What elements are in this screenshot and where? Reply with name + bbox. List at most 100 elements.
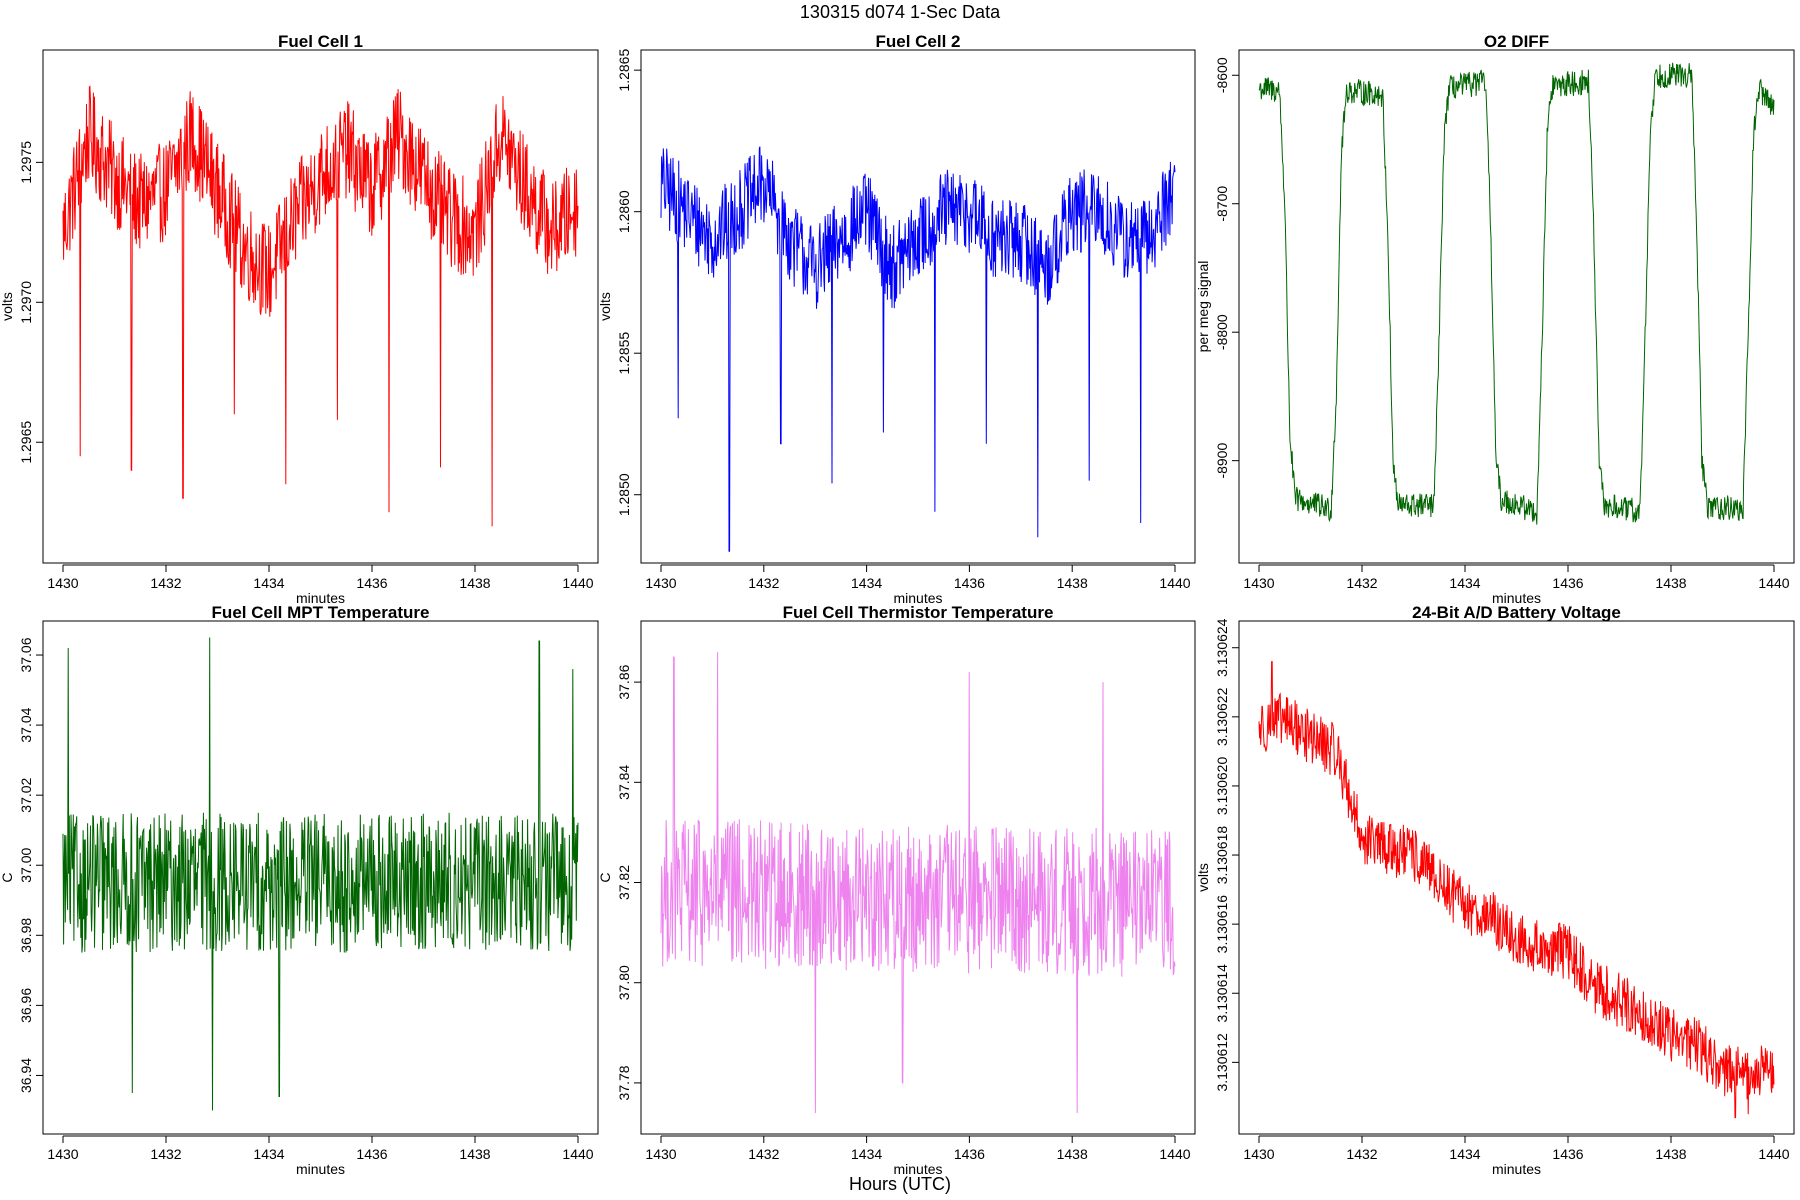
x-tick-label: 1432 xyxy=(150,575,181,591)
x-tick-label: 1432 xyxy=(1346,575,1377,591)
x-tick-label: 1434 xyxy=(851,575,882,591)
x-tick-label: 1432 xyxy=(1346,1146,1377,1162)
x-tick-label: 1440 xyxy=(562,1146,593,1162)
x-tick-label: 1432 xyxy=(748,575,779,591)
data-series-line xyxy=(660,146,1176,552)
x-tick-label: 1440 xyxy=(1159,1146,1190,1162)
x-axis-label: minutes xyxy=(296,590,345,606)
x-tick-label: 1436 xyxy=(356,1146,387,1162)
y-tick-label: 36.98 xyxy=(18,918,34,953)
y-axis-label: per meg signal xyxy=(1195,261,1211,353)
y-axis-label: C xyxy=(597,872,613,882)
x-tick-label: 1430 xyxy=(1243,575,1274,591)
chart-panel-3: O2 DIFF 1430 1432 1434 1436 1438 1440 minutes -8… xyxy=(1195,32,1795,606)
y-axis-label: volts xyxy=(0,292,15,321)
x-tick-label: 1430 xyxy=(645,1146,676,1162)
y-axis-label: volts xyxy=(1195,863,1211,892)
x-tick-label: 1436 xyxy=(954,1146,985,1162)
chart-panel-6: 24-Bit A/D Battery Voltage 1430 1432 1434 14… xyxy=(1195,603,1795,1177)
y-tick-label: 1.2855 xyxy=(616,332,632,375)
chart-title: Fuel Cell MPT Temperature xyxy=(212,603,430,622)
outer-x-axis-label: Hours (UTC) xyxy=(849,1174,951,1194)
chart-panel-2: Fuel Cell 2 1430 1432 1434 1436 1438 1440 minut… xyxy=(597,32,1196,606)
chart-title: Fuel Cell Thermistor Temperature xyxy=(783,603,1054,622)
y-tick-label: 37.80 xyxy=(616,965,632,1000)
x-axis-label: minutes xyxy=(893,1161,942,1177)
y-tick-label: 37.78 xyxy=(616,1065,632,1100)
x-tick-label: 1434 xyxy=(1449,1146,1480,1162)
y-tick-label: 37.84 xyxy=(616,765,632,800)
x-tick-label: 1440 xyxy=(562,575,593,591)
x-tick-label: 1438 xyxy=(459,1146,490,1162)
x-tick-label: 1430 xyxy=(47,1146,78,1162)
y-tick-label: 37.02 xyxy=(18,777,34,812)
data-series-line xyxy=(62,85,579,527)
y-tick-label: 3.130616 xyxy=(1214,895,1230,954)
y-tick-label: 3.130612 xyxy=(1214,1033,1230,1092)
x-tick-label: 1440 xyxy=(1758,1146,1789,1162)
plot-frame xyxy=(1238,49,1795,564)
x-axis-label: minutes xyxy=(893,590,942,606)
plot-frame xyxy=(42,49,599,564)
x-tick-label: 1436 xyxy=(954,575,985,591)
y-tick-label: 1.2970 xyxy=(18,281,34,324)
x-tick-label: 1438 xyxy=(1655,575,1686,591)
y-tick-label: 1.2865 xyxy=(616,49,632,92)
x-axis-label: minutes xyxy=(296,1161,345,1177)
y-tick-label: 37.82 xyxy=(616,865,632,900)
y-tick-label: 36.96 xyxy=(18,988,34,1023)
data-series-line xyxy=(1258,62,1775,525)
y-tick-label: 3.130620 xyxy=(1214,757,1230,816)
y-tick-label: 3.130618 xyxy=(1214,826,1230,885)
figure-title: 130315 d074 1-Sec Data xyxy=(800,2,1001,22)
y-tick-label: -8800 xyxy=(1214,314,1230,350)
chart-title: Fuel Cell 2 xyxy=(875,32,960,51)
data-series-line xyxy=(62,637,579,1111)
chart-title: 24-Bit A/D Battery Voltage xyxy=(1412,603,1621,622)
y-axis-label: volts xyxy=(597,292,613,321)
y-tick-label: 36.94 xyxy=(18,1058,34,1093)
plot-frame xyxy=(640,49,1196,564)
x-tick-label: 1434 xyxy=(1449,575,1480,591)
y-axis-label: C xyxy=(0,872,15,882)
plot-frame xyxy=(640,620,1196,1135)
x-tick-label: 1438 xyxy=(1655,1146,1686,1162)
data-series-line xyxy=(1258,661,1775,1119)
chart-panel-1: Fuel Cell 1 1430 1432 1434 1436 1438 1440 minut… xyxy=(0,32,599,606)
y-tick-label: 1.2860 xyxy=(616,190,632,233)
chart-title: O2 DIFF xyxy=(1484,32,1549,51)
y-tick-label: -8600 xyxy=(1214,57,1230,93)
x-tick-label: 1432 xyxy=(150,1146,181,1162)
chart-panels: Fuel Cell 1 1430 1432 1434 1436 1438 1440 minut… xyxy=(0,32,1795,1177)
y-tick-label: 1.2850 xyxy=(616,473,632,516)
plot-frame xyxy=(42,620,599,1135)
x-tick-label: 1434 xyxy=(253,1146,284,1162)
y-tick-label: 37.04 xyxy=(18,707,34,742)
chart-title: Fuel Cell 1 xyxy=(278,32,363,51)
x-tick-label: 1438 xyxy=(1057,1146,1088,1162)
x-tick-label: 1434 xyxy=(851,1146,882,1162)
y-tick-label: 37.86 xyxy=(616,664,632,699)
x-tick-label: 1430 xyxy=(1243,1146,1274,1162)
y-tick-label: 1.2965 xyxy=(18,421,34,464)
plot-frame xyxy=(1238,620,1795,1135)
x-tick-label: 1434 xyxy=(253,575,284,591)
chart-panel-4: Fuel Cell MPT Temperature 1430 1432 1434 143… xyxy=(0,603,599,1177)
y-tick-label: 37.06 xyxy=(18,637,34,672)
y-tick-label: -8700 xyxy=(1214,186,1230,222)
y-tick-label: -8900 xyxy=(1214,443,1230,479)
x-tick-label: 1436 xyxy=(1552,1146,1583,1162)
data-series-line xyxy=(660,652,1176,1114)
x-axis-label: minutes xyxy=(1492,1161,1541,1177)
y-tick-label: 1.2975 xyxy=(18,141,34,184)
x-tick-label: 1436 xyxy=(1552,575,1583,591)
y-tick-label: 3.130624 xyxy=(1214,618,1230,677)
x-tick-label: 1432 xyxy=(748,1146,779,1162)
x-tick-label: 1430 xyxy=(645,575,676,591)
y-tick-label: 37.00 xyxy=(18,848,34,883)
x-tick-label: 1440 xyxy=(1159,575,1190,591)
y-tick-label: 3.130622 xyxy=(1214,687,1230,746)
chart-panel-5: Fuel Cell Thermistor Temperature 1430 1432… xyxy=(597,603,1196,1177)
x-tick-label: 1438 xyxy=(1057,575,1088,591)
